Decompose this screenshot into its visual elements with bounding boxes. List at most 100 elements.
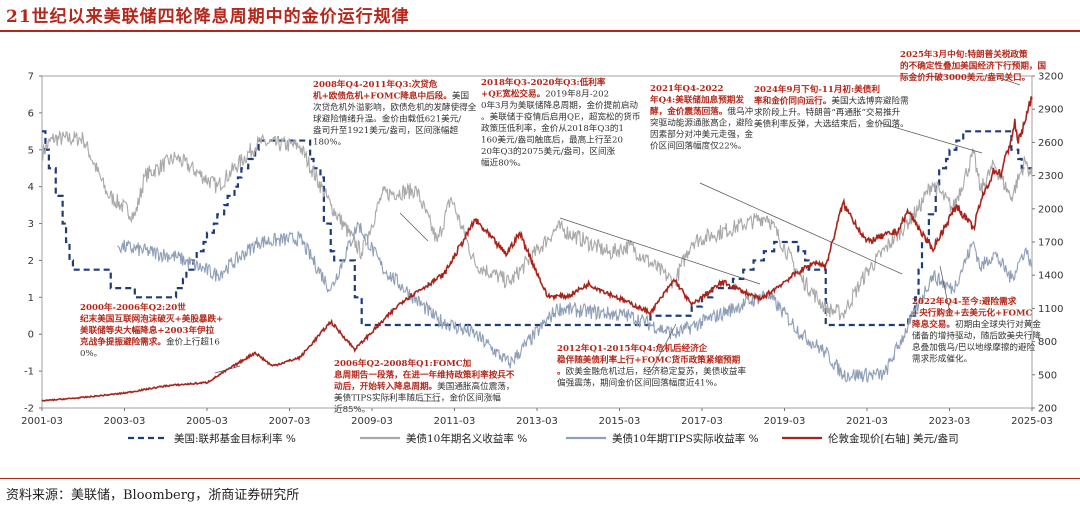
annotation-text: 际金价升破3000美元/盎司关口。 — [900, 71, 1030, 83]
series-line-2 — [41, 129, 1033, 321]
annotation-line: 2018年Q3-2020年Q3:低利率 — [481, 76, 606, 88]
y-left-tick-label: 1 — [28, 293, 34, 304]
x-tick-label: 2013-03 — [516, 416, 558, 427]
legend-label: 美债10年期TIPS实际收益率 % — [612, 432, 759, 445]
annotation-line: 180%。 — [313, 138, 346, 148]
annotation-line: 克战争提振避险需求。金价上行超16 — [80, 336, 220, 348]
annotation-text: 酵，金价震荡回落。 — [650, 105, 727, 117]
annotation-text: 次贷危 — [412, 78, 438, 90]
annotation-text: 危机后经济企 — [655, 342, 708, 354]
annotation-a2: 2006年Q2-2008年Q1:FOMC加息周期告一段落，在进一年维持政策利率按… — [334, 357, 515, 415]
annotation-text: 避险需求 — [982, 295, 1017, 307]
annotation-text: 初期由全球央行对黄金 — [955, 318, 1041, 330]
annotation-line: 价区间回落幅度仅22%。 — [650, 140, 746, 152]
annotation-text: 需求形成催化。 — [912, 353, 972, 365]
annotation-line: 突驱动能源通胀高企，避险 — [650, 117, 754, 129]
annotation-a3: 2008年Q4-2011年Q3:次贷危机+欧债危机+FOMC降息中后段。美国次贷… — [313, 78, 477, 242]
annotation-text: 美国通胀高位震荡， — [437, 380, 514, 392]
annotation-text: 2021年Q4-2022 — [650, 82, 723, 94]
legend-label: 伦敦金现价[右轴] 美元/盎司 — [828, 432, 959, 445]
annotation-text: 的不确定性叠加美国经济下行预期，国 — [900, 60, 1047, 72]
annotation-text: 突驱动能源通胀高企，避险 — [650, 117, 754, 129]
annotation-text: 2024年9月下旬-11月初: — [754, 83, 854, 95]
series-line-3 — [117, 221, 1033, 384]
source-note: 资料来源：美联储，Bloomberg，浙商证券研究所 — [6, 488, 300, 503]
annotation-text: 2000年-2006年Q2: — [80, 301, 165, 313]
page-title: 21世纪以来美联储四轮降息周期中的金价运行规律 — [6, 7, 410, 27]
annotation-line: 2012年Q1-2015年Q4:危机后经济企 — [557, 342, 708, 354]
annotation-line: 年Q4:美联储加息预期发 — [650, 94, 744, 106]
annotation-leader — [699, 182, 903, 275]
y-right-tick-label: 2000 — [1038, 204, 1063, 215]
x-tick-label: 2021-03 — [846, 416, 888, 427]
y-left-tick-label: 2 — [28, 256, 34, 267]
source-rule — [0, 478, 1080, 479]
annotation-line: 。欧美金融危机过后，经济稳定复苏，美债收益率 — [557, 365, 746, 377]
legend-label: 美国:联邦基金目标利率 % — [174, 432, 296, 445]
annotation-text: 求阶段上升。特朗普“再通胀”交易推升 — [754, 106, 901, 118]
y-right-tick-label: 3200 — [1038, 72, 1063, 83]
x-tick-label: 2025-03 — [1011, 416, 1053, 427]
annotation-leader — [939, 265, 951, 314]
annotation-line: 。美联储于疫情后启用QE，超宽松的货币 — [481, 111, 640, 123]
y-left-tick-label: 6 — [28, 108, 34, 119]
annotation-text: 年Q4: — [650, 94, 675, 106]
x-tick-label: 2005-03 — [186, 416, 228, 427]
annotation-line: 息叠加俄乌/巴以地缘摩擦的避险 — [912, 341, 1036, 353]
annotation-line: 储备的增持驱动，随后欧美央行降 — [912, 330, 1041, 342]
annotation-line: 美债利率反弹，大选结束后，金价回落。 — [754, 118, 909, 130]
annotation-text: 次贷危机外溢影响，欧债危机的发酵使得全 — [313, 101, 477, 113]
y-right-tick-label: 2300 — [1038, 171, 1063, 182]
annotation-line: 酵，金价震荡回落。俄乌冲 — [650, 105, 753, 117]
annotation-text: 美联储加息预期发 — [675, 94, 744, 106]
annotation-text: 价区间回落幅度仅22%。 — [650, 140, 746, 152]
annotation-leader — [399, 212, 429, 242]
annotation-line: 息周期告一段落，在进一年维持政策利率按兵不 — [334, 369, 515, 381]
annotation-text: 稳伴随美债利率上行+FOMC货币政策紧缩预期 — [557, 354, 741, 366]
annotation-line: 纪末美国互联网泡沫破灭+美股暴跌+ — [80, 313, 223, 325]
annotation-text: 纪末美国互联网泡沫破灭+美股暴跌+ — [80, 313, 223, 325]
annotation-leader — [559, 217, 761, 285]
x-tick-label: 2003-03 — [104, 416, 146, 427]
annotation-text: 2008年Q4-2011年Q3: — [313, 78, 412, 90]
x-tick-label: 2015-03 — [599, 416, 641, 427]
annotation-line: 次贷危机外溢影响，欧债危机的发酵使得全 — [313, 101, 477, 113]
annotation-line: +央行购金+去美元化+FOMC — [912, 307, 1032, 319]
annotation-text: 俄乌冲 — [727, 105, 753, 117]
annotation-line: 2022年Q4-至今:避险需求 — [912, 295, 1017, 307]
annotation-text: 2022年Q4-至今: — [912, 295, 982, 307]
annotation-text: 低利率 — [579, 76, 606, 88]
annotation-leader — [999, 77, 1021, 86]
annotation-a8: 2025年3月中旬:特朗普关税政策的不确定性叠加美国经济下行预期，国际金价升破3… — [900, 48, 1047, 86]
annotation-line: 动后，开始转入降息周期。美国通胀高位震荡， — [334, 380, 515, 392]
annotation-text: 160美元/盎司触底后，最高上行至20 — [481, 134, 623, 146]
annotation-line: +QE宽松交易。2019年8月-202 — [481, 88, 609, 100]
annotation-line: 0%。 — [80, 349, 102, 359]
y-right-tick-label: 800 — [1038, 337, 1057, 348]
annotation-line: 2000年-2006年Q2:20世 — [80, 301, 186, 313]
annotation-text: 0%。 — [80, 349, 102, 359]
annotation-text: 2012年Q1-2015年Q4: — [557, 342, 656, 354]
x-tick-label: 2009-03 — [351, 416, 393, 427]
annotation-line: 偏强震荡，期间金价区间回落幅度近41%。 — [557, 377, 722, 389]
y-right-tick-label: 1700 — [1038, 238, 1063, 249]
annotation-text: +QE宽松交易。 — [481, 88, 545, 100]
annotation-line: 2024年9月下旬-11月初:美债利 — [754, 83, 880, 95]
y-left-tick-label: 4 — [28, 182, 34, 193]
annotation-line: 降息交易。初期由全球央行对黄金 — [912, 318, 1041, 330]
annotation-a9: 2022年Q4-至今:避险需求+央行购金+去美元化+FOMC降息交易。初期由全球… — [912, 265, 1041, 365]
annotation-line: 幅近80%。 — [481, 157, 526, 169]
annotation-line: 率和金价同向运行。美国大选博弈避险需 — [754, 95, 909, 107]
series-line-1 — [42, 130, 1032, 327]
y-right-tick-label: 2900 — [1038, 105, 1063, 116]
y-left-tick-label: 5 — [28, 145, 34, 156]
y-left-tick-label: 3 — [28, 219, 34, 230]
gold-rate-chart: -2 -1 0 1 2 3 4 5 6 7 200 500 800 1100 1400 1700 2000 230… — [21, 48, 1063, 445]
y-right-tick-label: 1400 — [1038, 271, 1063, 282]
annotation-a6: 2021年Q4-2022年Q4:美联储加息预期发酵，金价震荡回落。俄乌冲突驱动能… — [650, 82, 903, 275]
annotation-line: 球避险情绪升温。金价由载低621美元/ — [313, 113, 461, 125]
y-left-tick-label: 0 — [28, 330, 34, 341]
annotation-line: 需求形成催化。 — [912, 353, 972, 365]
annotation-line: 美联储等央大幅降息+2003年伊拉 — [80, 324, 215, 336]
annotation-leader — [649, 323, 677, 374]
